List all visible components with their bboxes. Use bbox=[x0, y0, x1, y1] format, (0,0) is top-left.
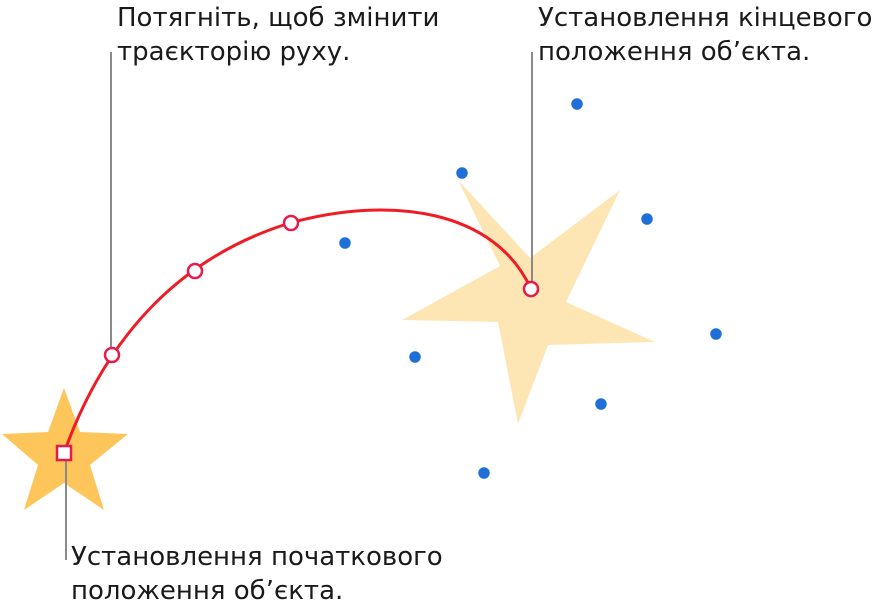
selection-handle[interactable] bbox=[406, 348, 424, 366]
selection-handle[interactable] bbox=[592, 395, 610, 413]
callout-drag-path-line1: Потягніть, щоб змінити bbox=[117, 3, 440, 33]
end-star-icon[interactable] bbox=[402, 180, 655, 424]
selection-handle[interactable] bbox=[638, 210, 656, 228]
callout-end-position: Установлення кінцевого положення об’єкта… bbox=[538, 1, 872, 69]
selection-handle[interactable] bbox=[453, 164, 471, 182]
selection-handles bbox=[336, 95, 725, 482]
path-handle[interactable] bbox=[186, 262, 204, 280]
path-end-handle[interactable] bbox=[522, 280, 540, 298]
selection-handle[interactable] bbox=[707, 325, 725, 343]
selection-handle[interactable] bbox=[568, 95, 586, 113]
motion-path[interactable] bbox=[62, 208, 533, 455]
callout-drag-path-line2: траєкторію руху. bbox=[117, 37, 351, 67]
callout-start-position-line2: положення об’єкта. bbox=[71, 576, 344, 606]
callout-start-position-line1: Установлення початкового bbox=[71, 542, 443, 572]
callout-drag-path: Потягніть, щоб змінити траєкторію руху. bbox=[117, 1, 439, 69]
selection-handle[interactable] bbox=[336, 234, 354, 252]
path-start-handle[interactable] bbox=[55, 444, 73, 462]
callout-start-position: Установлення початкового положення об’єк… bbox=[71, 540, 443, 608]
callout-end-position-line2: положення об’єкта. bbox=[538, 37, 811, 67]
path-handle[interactable] bbox=[282, 214, 300, 232]
selection-handle[interactable] bbox=[475, 464, 493, 482]
callout-end-position-line1: Установлення кінцевого bbox=[538, 3, 872, 33]
path-handle[interactable] bbox=[103, 346, 121, 364]
